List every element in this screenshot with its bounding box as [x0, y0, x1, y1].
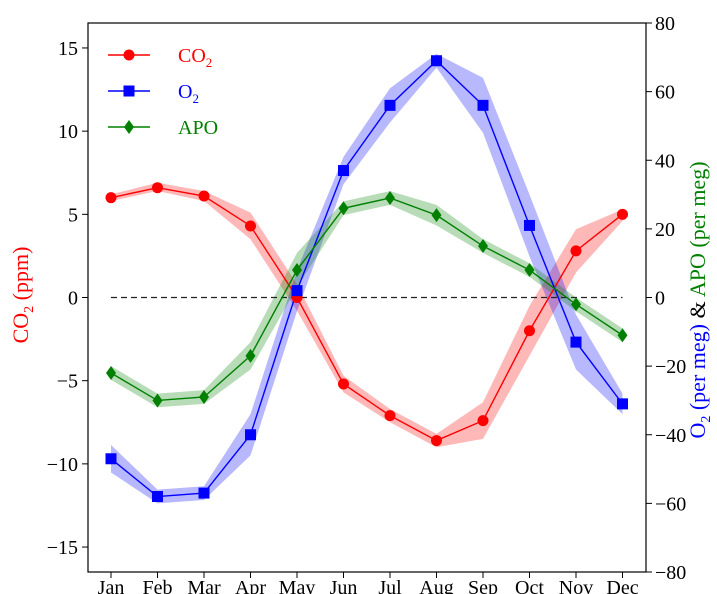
legend: CO2 O2 APO	[108, 45, 218, 139]
point-co2	[477, 415, 489, 427]
x-axis-ticks: Jan Feb Mar Apr May Jun Jul Aug Sep Oct Nov Dec	[98, 572, 639, 594]
left-tick-label: −5	[57, 371, 78, 393]
line-apo	[110, 197, 623, 402]
series-lines	[110, 59, 624, 498]
x-tick-label: Sep	[468, 577, 498, 594]
x-tick-label: Oct	[515, 577, 544, 594]
right-axis-label: O2 (per meg) & APO (per meg)	[685, 161, 714, 438]
right-tick-label: −60	[655, 493, 686, 515]
x-tick-label: Nov	[559, 577, 593, 594]
left-tick-label: 10	[58, 121, 78, 143]
legend-item-apo: APO	[108, 117, 218, 139]
point-o2	[152, 491, 163, 503]
band-o2	[111, 53, 623, 504]
band-co2	[111, 182, 623, 448]
point-co2	[198, 190, 210, 202]
point-co2	[617, 208, 628, 220]
point-apo	[571, 297, 581, 312]
legend-label-o2: O2	[178, 81, 199, 106]
point-apo	[385, 190, 395, 205]
point-apo	[431, 208, 442, 223]
point-o2	[105, 453, 117, 465]
left-axis-label: CO2 (ppm)	[8, 247, 37, 344]
right-tick-label: 20	[655, 219, 675, 241]
point-apo	[478, 239, 488, 254]
point-apo	[245, 348, 256, 363]
line-co2	[110, 186, 623, 442]
right-tick-label: 80	[655, 13, 675, 35]
point-apo	[199, 390, 209, 405]
legend-label-co2: CO2	[178, 45, 212, 70]
x-tick-label: Jun	[330, 577, 358, 594]
right-tick-label: 60	[655, 82, 675, 104]
right-tick-label: −20	[655, 356, 686, 378]
left-tick-label: −10	[47, 454, 78, 476]
point-apo	[292, 263, 302, 278]
x-tick-label: Feb	[143, 577, 173, 594]
left-tick-label: 0	[68, 288, 78, 310]
legend-marker-o2	[123, 85, 135, 97]
point-co2	[524, 325, 535, 337]
legend-label-apo: APO	[178, 117, 218, 139]
x-tick-label: Dec	[606, 577, 638, 594]
x-tick-label: Jul	[378, 577, 402, 594]
x-tick-label: Apr	[235, 577, 266, 594]
point-apo	[338, 201, 349, 216]
left-tick-label: −15	[47, 537, 78, 559]
point-co2	[384, 410, 396, 422]
point-apo	[617, 328, 628, 343]
point-o2	[198, 487, 210, 499]
left-axis-ticks: −15 −10 −5 0 5 10 15	[47, 38, 88, 559]
x-tick-label: Mar	[187, 577, 221, 594]
point-co2	[431, 435, 442, 447]
point-o2	[431, 55, 442, 67]
series-markers	[105, 55, 628, 503]
point-o2	[384, 99, 396, 111]
legend-marker-co2	[123, 49, 135, 61]
x-tick-label: May	[279, 577, 316, 594]
right-tick-label: −40	[655, 425, 686, 447]
point-o2	[291, 285, 303, 297]
right-tick-label: −80	[655, 562, 686, 584]
point-o2	[245, 429, 256, 441]
right-tick-label: 0	[655, 288, 665, 310]
point-apo	[106, 365, 116, 380]
point-o2	[338, 165, 349, 177]
x-tick-label: Jan	[98, 577, 125, 594]
point-co2	[338, 378, 349, 390]
point-apo	[152, 393, 163, 408]
point-co2	[245, 220, 256, 232]
legend-item-co2: CO2	[108, 45, 212, 70]
x-tick-label: Aug	[419, 577, 453, 594]
point-o2	[524, 219, 535, 231]
point-co2	[570, 245, 582, 257]
left-tick-label: 5	[68, 204, 78, 226]
point-co2	[105, 192, 117, 204]
right-axis-ticks: −80 −60 −40 −20 0 20 40 60 80	[646, 13, 686, 584]
left-tick-label: 15	[58, 38, 78, 60]
right-tick-label: 40	[655, 150, 675, 172]
point-apo	[524, 263, 535, 278]
point-o2	[477, 99, 489, 111]
point-co2	[152, 182, 163, 194]
line-o2	[110, 59, 624, 498]
legend-item-o2: O2	[108, 81, 199, 106]
point-o2	[570, 336, 582, 348]
point-o2	[617, 398, 628, 410]
uncertainty-bands	[111, 53, 623, 504]
legend-marker-apo	[124, 120, 134, 134]
